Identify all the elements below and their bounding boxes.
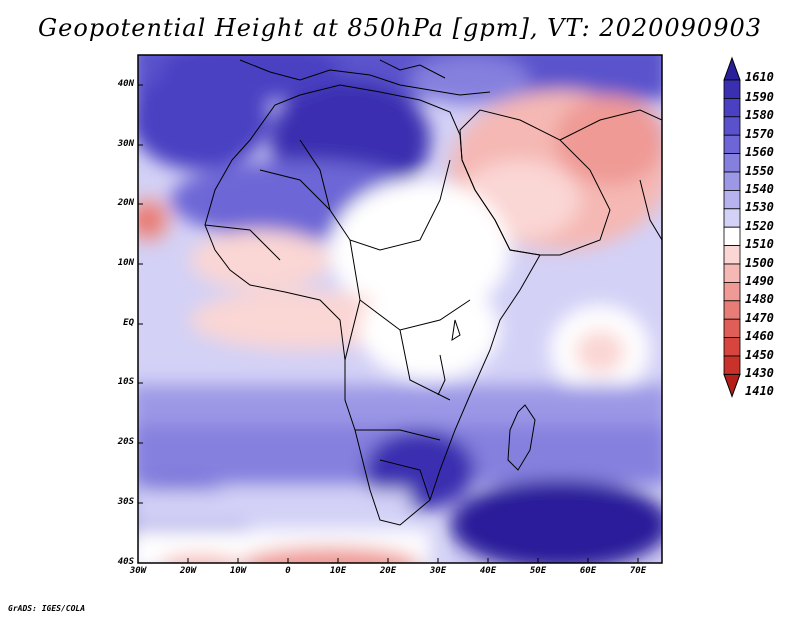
colorbar-swatch [723, 208, 741, 228]
colorbar-label: 1410 [745, 384, 774, 399]
colorbar-arrow-bottom [723, 373, 741, 398]
colorbar-swatch [723, 318, 741, 339]
colorbar-label: 1540 [745, 182, 774, 196]
colorbar-swatch [723, 153, 741, 173]
lon-label-0: 0 [285, 566, 291, 576]
colorbar-label: 1470 [745, 310, 774, 325]
lon-label-10w: 10W [229, 566, 247, 576]
colorbar-swatch [723, 98, 741, 118]
colorbar-swatch [723, 79, 741, 99]
colorbar-label: 1610 [745, 70, 774, 84]
lat-label-40s: 40S [117, 557, 134, 567]
lon-label-60e: 60E [579, 566, 597, 576]
lon-label-20e: 20E [379, 566, 397, 576]
colorbar-swatch [723, 171, 741, 191]
colorbar-swatch [723, 300, 741, 320]
colorbar-label: 1580 [745, 108, 774, 123]
colorbar-label: 1450 [745, 347, 774, 362]
colorbar-swatch [723, 134, 741, 154]
lon-label-30e: 30E [429, 566, 447, 576]
coastlines [204, 59, 662, 526]
colorbar-arrow-top [723, 56, 741, 81]
lat-label-10n: 10N [117, 258, 134, 268]
grads-credit: GrADS: IGES/COLA [8, 604, 86, 613]
colorbar-swatch [723, 281, 741, 302]
colorbar-label: 1550 [745, 163, 774, 178]
lon-label-10e: 10E [329, 566, 347, 576]
colorbar-swatch [723, 245, 741, 265]
colorbar-label: 1570 [745, 126, 774, 141]
plot-frame [137, 54, 663, 564]
colorbar-swatch [723, 355, 741, 375]
colorbar-swatch [723, 116, 741, 136]
tick-marks [138, 84, 639, 563]
lat-label-40n: 40N [117, 79, 134, 89]
colorbar-label: 1430 [745, 366, 774, 380]
lon-label-50e: 50E [529, 566, 547, 576]
height-field [138, 55, 662, 563]
map-title: Geopotential Height at 850hPa [gpm], VT:… [38, 14, 762, 42]
lon-label-40e: 40E [479, 566, 497, 576]
lat-label-20n: 20N [117, 198, 134, 208]
colorbar-swatch [723, 263, 741, 283]
lat-label-10s: 10S [117, 377, 134, 387]
colorbar [723, 56, 741, 398]
colorbar-label: 1590 [745, 90, 774, 104]
colorbar-swatch [723, 337, 741, 357]
lat-label-eq: EQ [123, 318, 134, 328]
lon-label-30w: 30W [129, 566, 147, 576]
colorbar-swatch [723, 189, 741, 210]
colorbar-label: 1510 [745, 237, 774, 252]
colorbar-swatch [723, 226, 741, 246]
colorbar-label: 1500 [745, 255, 774, 270]
colorbar-label: 1520 [745, 218, 774, 233]
colorbar-label: 1530 [745, 200, 774, 215]
colorbar-label: 1560 [745, 145, 774, 160]
lat-label-30s: 30S [117, 497, 134, 507]
colorbar-label: 1490 [745, 274, 774, 288]
lon-label-70e: 70E [629, 566, 647, 576]
lat-label-20s: 20S [117, 437, 134, 447]
colorbar-label: 1480 [745, 292, 774, 307]
lat-label-30n: 30N [117, 139, 134, 149]
colorbar-label: 1460 [745, 329, 774, 344]
lon-label-20w: 20W [179, 566, 197, 576]
